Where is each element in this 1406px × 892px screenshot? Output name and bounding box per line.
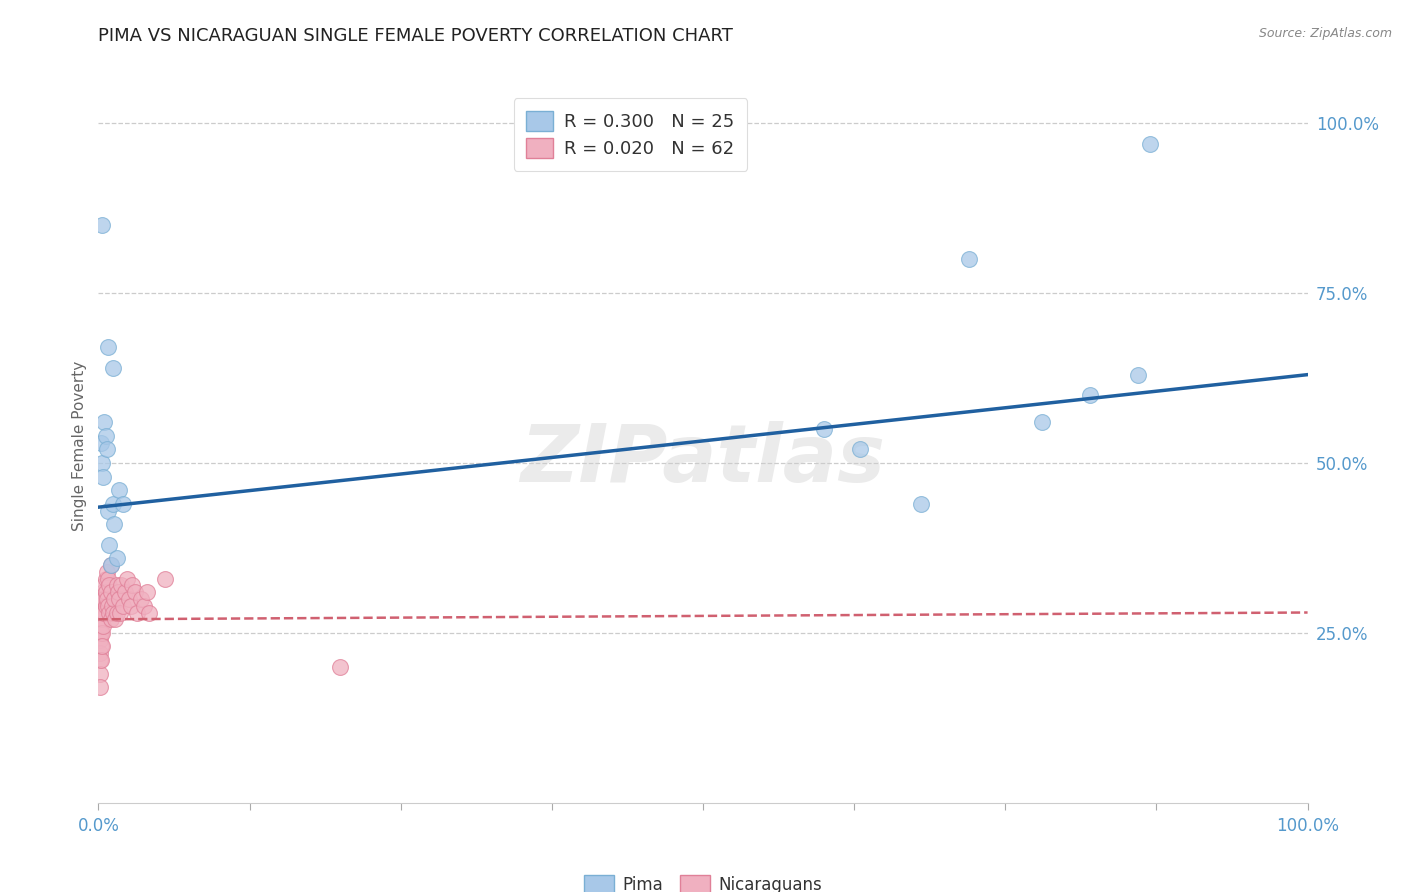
Point (94, 585, 117, 599)
Point (91, 619, 114, 633)
Point (91, 612, 114, 626)
Point (100, 558, 122, 572)
Point (97, 572, 120, 586)
Point (91, 469, 114, 483)
Point (1078, 388, 1101, 402)
Point (93, 415, 115, 429)
Point (105, 551, 128, 566)
Point (100, 612, 122, 626)
Point (91, 640, 114, 654)
Point (93, 578, 115, 592)
Point (89, 619, 111, 633)
Point (138, 606, 160, 620)
Point (89, 653, 111, 667)
Point (104, 612, 127, 626)
Point (90, 653, 112, 667)
Point (90, 612, 112, 626)
Point (105, 606, 128, 620)
Point (94, 572, 117, 586)
Point (91, 626, 114, 640)
Point (96, 565, 118, 579)
Point (813, 422, 835, 436)
Point (97, 503, 120, 517)
Point (91, 606, 114, 620)
Point (89, 632, 111, 647)
Point (1031, 415, 1053, 429)
Point (96, 591, 118, 606)
Point (108, 606, 131, 620)
Point (100, 558, 122, 572)
Point (129, 591, 152, 606)
Point (100, 585, 122, 599)
Point (329, 660, 352, 674)
Point (98, 537, 121, 551)
Point (114, 585, 136, 599)
Point (957, 252, 980, 266)
Point (120, 599, 142, 613)
Point (101, 360, 124, 375)
Point (90, 619, 112, 633)
Legend: Pima, Nicaraguans: Pima, Nicaraguans (578, 868, 828, 892)
Point (108, 591, 131, 606)
Point (91, 585, 114, 599)
Point (91, 591, 114, 606)
Point (105, 578, 128, 592)
Point (94, 599, 117, 613)
Point (91, 456, 114, 470)
Text: PIMA VS NICARAGUAN SINGLE FEMALE POVERTY CORRELATION CHART: PIMA VS NICARAGUAN SINGLE FEMALE POVERTY… (98, 27, 734, 45)
Point (90, 435, 112, 450)
Point (94, 429, 117, 443)
Point (98, 606, 121, 620)
Point (96, 442, 118, 457)
Point (91, 591, 114, 606)
Point (103, 591, 125, 606)
Text: Source: ZipAtlas.com: Source: ZipAtlas.com (1258, 27, 1392, 40)
Point (127, 606, 149, 620)
Text: ZIPatlas: ZIPatlas (520, 421, 886, 500)
Point (121, 578, 143, 592)
Point (89, 666, 111, 681)
Point (134, 599, 156, 613)
Y-axis label: Single Female Poverty: Single Female Poverty (72, 361, 87, 531)
Point (93, 591, 115, 606)
Point (90, 626, 112, 640)
Point (97, 599, 120, 613)
Point (101, 606, 124, 620)
Point (89, 612, 111, 626)
Point (1128, 368, 1150, 382)
Point (93, 606, 115, 620)
Point (100, 599, 122, 613)
Point (111, 497, 134, 511)
Point (124, 585, 146, 599)
Point (89, 646, 111, 660)
Point (98, 578, 121, 592)
Point (153, 572, 176, 586)
Point (89, 626, 111, 640)
Point (110, 578, 132, 592)
Point (111, 599, 134, 613)
Point (118, 591, 141, 606)
Point (91, 218, 114, 232)
Point (103, 517, 125, 532)
Point (91, 606, 114, 620)
Point (90, 606, 112, 620)
Point (1139, 136, 1161, 151)
Point (108, 483, 131, 498)
Point (107, 585, 129, 599)
Point (101, 497, 124, 511)
Point (910, 497, 932, 511)
Point (90, 640, 112, 654)
Point (97, 341, 120, 355)
Point (117, 572, 139, 586)
Point (849, 442, 872, 457)
Point (89, 680, 111, 694)
Point (135, 585, 157, 599)
